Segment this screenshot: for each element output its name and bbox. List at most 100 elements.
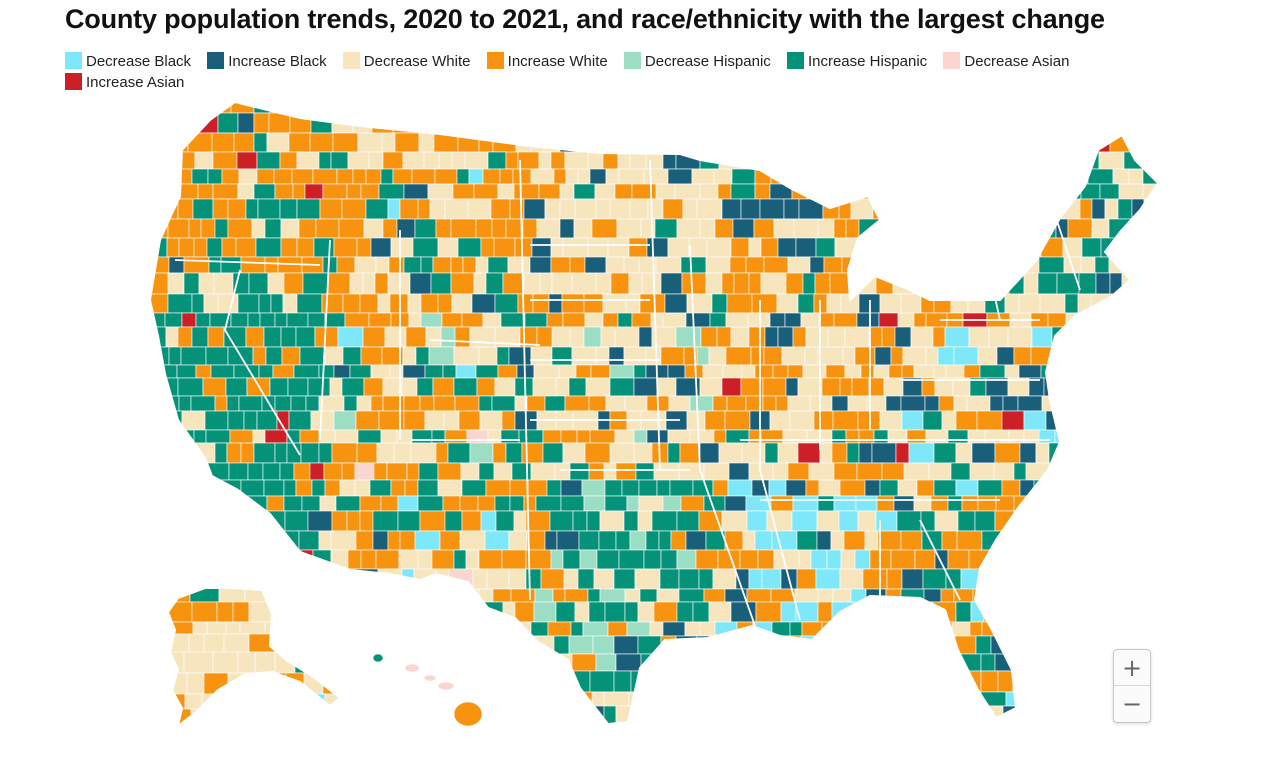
county[interactable] — [980, 653, 996, 672]
county[interactable] — [651, 670, 669, 693]
county[interactable] — [667, 364, 686, 379]
county[interactable] — [513, 183, 540, 200]
county[interactable] — [372, 530, 389, 551]
county[interactable] — [1038, 429, 1056, 444]
county[interactable] — [484, 530, 510, 551]
county[interactable] — [704, 410, 726, 431]
county[interactable] — [1162, 550, 1184, 569]
county[interactable] — [1099, 395, 1118, 412]
county[interactable] — [494, 377, 516, 397]
county[interactable] — [699, 183, 719, 200]
county[interactable] — [439, 726, 457, 739]
county[interactable] — [857, 410, 881, 431]
county[interactable] — [497, 653, 515, 672]
county[interactable] — [508, 346, 532, 366]
county[interactable] — [943, 256, 962, 274]
county[interactable] — [417, 691, 443, 707]
county[interactable] — [705, 256, 731, 274]
county[interactable] — [711, 293, 728, 314]
county[interactable] — [290, 395, 307, 412]
county[interactable] — [588, 601, 606, 623]
county[interactable] — [158, 670, 174, 693]
county[interactable] — [1096, 510, 1118, 532]
county[interactable] — [670, 530, 687, 551]
county[interactable] — [500, 429, 520, 444]
county[interactable] — [897, 312, 915, 328]
county[interactable] — [558, 691, 575, 707]
county[interactable] — [553, 635, 570, 655]
county[interactable] — [633, 377, 658, 397]
county[interactable] — [772, 705, 794, 726]
county[interactable] — [387, 530, 401, 551]
county[interactable] — [679, 442, 701, 464]
county[interactable] — [583, 95, 598, 114]
county[interactable] — [1041, 530, 1059, 551]
county[interactable] — [566, 112, 588, 134]
county[interactable] — [268, 112, 291, 134]
county[interactable] — [1023, 429, 1040, 444]
county[interactable] — [887, 168, 912, 185]
county[interactable] — [336, 633, 365, 653]
county[interactable] — [605, 256, 625, 274]
county[interactable] — [730, 183, 756, 200]
county[interactable] — [1080, 635, 1107, 655]
county[interactable] — [654, 218, 678, 239]
county[interactable] — [478, 132, 494, 153]
county[interactable] — [775, 395, 789, 412]
county[interactable] — [1019, 442, 1037, 464]
county[interactable] — [339, 568, 355, 590]
county[interactable] — [1006, 588, 1032, 603]
county[interactable] — [405, 635, 426, 655]
county[interactable] — [934, 510, 959, 532]
county[interactable] — [280, 237, 298, 258]
county[interactable] — [875, 726, 900, 739]
county[interactable] — [450, 272, 475, 295]
county[interactable] — [808, 462, 835, 481]
county[interactable] — [591, 218, 618, 239]
county[interactable] — [380, 168, 394, 185]
county[interactable] — [771, 132, 798, 153]
county[interactable] — [322, 183, 348, 200]
county[interactable] — [399, 691, 419, 707]
county[interactable] — [641, 272, 662, 295]
county[interactable] — [1150, 568, 1173, 590]
county[interactable] — [478, 346, 498, 366]
county[interactable] — [697, 691, 722, 707]
county[interactable] — [341, 198, 367, 220]
county[interactable] — [522, 218, 538, 239]
county[interactable] — [877, 530, 902, 551]
county[interactable] — [1121, 621, 1148, 637]
county[interactable] — [333, 585, 353, 603]
county[interactable] — [595, 198, 611, 220]
county[interactable] — [284, 585, 304, 603]
county[interactable] — [797, 377, 823, 397]
county[interactable] — [304, 705, 327, 726]
county[interactable] — [247, 312, 261, 328]
county[interactable] — [475, 364, 499, 379]
county[interactable] — [896, 510, 922, 532]
county[interactable] — [471, 293, 496, 314]
county[interactable] — [858, 429, 875, 444]
county[interactable] — [561, 293, 585, 314]
county[interactable] — [1118, 312, 1144, 328]
county[interactable] — [617, 132, 631, 153]
county[interactable] — [850, 272, 877, 295]
county[interactable] — [809, 395, 833, 412]
county[interactable] — [393, 442, 412, 464]
county[interactable] — [732, 218, 755, 239]
county[interactable] — [1066, 670, 1086, 693]
county[interactable] — [955, 442, 973, 464]
county[interactable] — [763, 346, 783, 366]
county[interactable] — [975, 635, 992, 655]
county[interactable] — [359, 495, 382, 512]
county[interactable] — [1109, 272, 1123, 295]
county[interactable] — [1142, 462, 1157, 481]
county[interactable] — [726, 293, 753, 314]
county[interactable] — [975, 112, 997, 134]
county[interactable] — [308, 621, 328, 637]
county[interactable] — [251, 729, 276, 743]
county[interactable] — [458, 410, 481, 431]
county[interactable] — [604, 601, 626, 623]
county[interactable] — [145, 364, 161, 379]
county[interactable] — [160, 95, 187, 114]
